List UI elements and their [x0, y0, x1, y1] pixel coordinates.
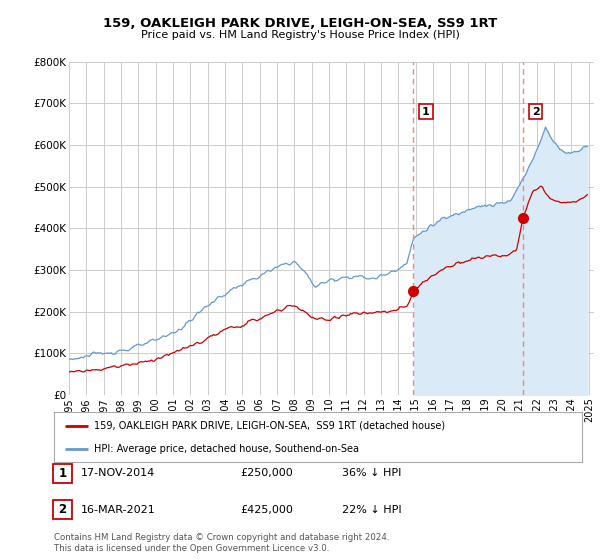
Text: 16-MAR-2021: 16-MAR-2021 [81, 505, 156, 515]
Text: 36% ↓ HPI: 36% ↓ HPI [342, 468, 401, 478]
Text: Price paid vs. HM Land Registry's House Price Index (HPI): Price paid vs. HM Land Registry's House … [140, 30, 460, 40]
Text: 2: 2 [532, 106, 539, 116]
Text: £425,000: £425,000 [240, 505, 293, 515]
Text: 17-NOV-2014: 17-NOV-2014 [81, 468, 155, 478]
Text: 159, OAKLEIGH PARK DRIVE, LEIGH-ON-SEA, SS9 1RT: 159, OAKLEIGH PARK DRIVE, LEIGH-ON-SEA, … [103, 17, 497, 30]
Text: £250,000: £250,000 [240, 468, 293, 478]
Text: 1: 1 [422, 106, 430, 116]
Text: 2: 2 [58, 503, 67, 516]
Text: 1: 1 [58, 466, 67, 480]
Text: Contains HM Land Registry data © Crown copyright and database right 2024.
This d: Contains HM Land Registry data © Crown c… [54, 533, 389, 553]
Text: 22% ↓ HPI: 22% ↓ HPI [342, 505, 401, 515]
Text: 159, OAKLEIGH PARK DRIVE, LEIGH-ON-SEA,  SS9 1RT (detached house): 159, OAKLEIGH PARK DRIVE, LEIGH-ON-SEA, … [94, 421, 445, 431]
Text: HPI: Average price, detached house, Southend-on-Sea: HPI: Average price, detached house, Sout… [94, 445, 359, 454]
